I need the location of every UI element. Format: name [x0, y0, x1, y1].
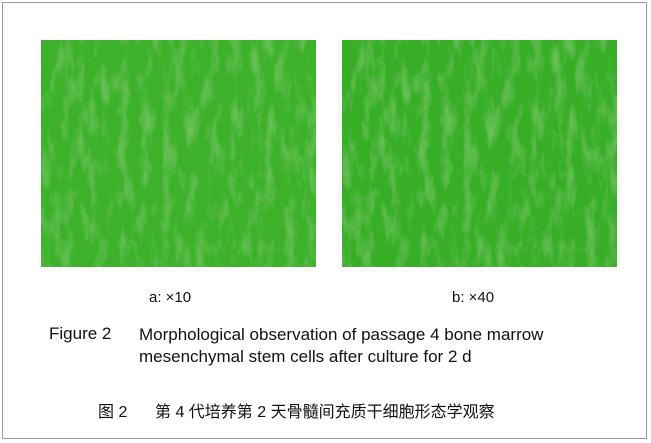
figure-frame: a: ×10 b: ×40 Figure 2 Morphological obs… — [2, 2, 647, 439]
caption-text: Morphological observation of passage 4 b… — [139, 324, 559, 368]
caption-label: Figure 2 — [49, 324, 111, 344]
caption-cn-text: 第 4 代培养第 2 天骨髓间充质干细胞形态学观察 — [155, 398, 495, 422]
micrograph-a — [41, 40, 316, 267]
page: a: ×10 b: ×40 Figure 2 Morphological obs… — [0, 0, 651, 443]
micrograph-b — [342, 40, 617, 267]
caption-cn-label: 图 2 — [98, 398, 127, 422]
panel-label: b: ×40 — [452, 289, 494, 306]
panel-label: a: ×10 — [149, 289, 191, 306]
